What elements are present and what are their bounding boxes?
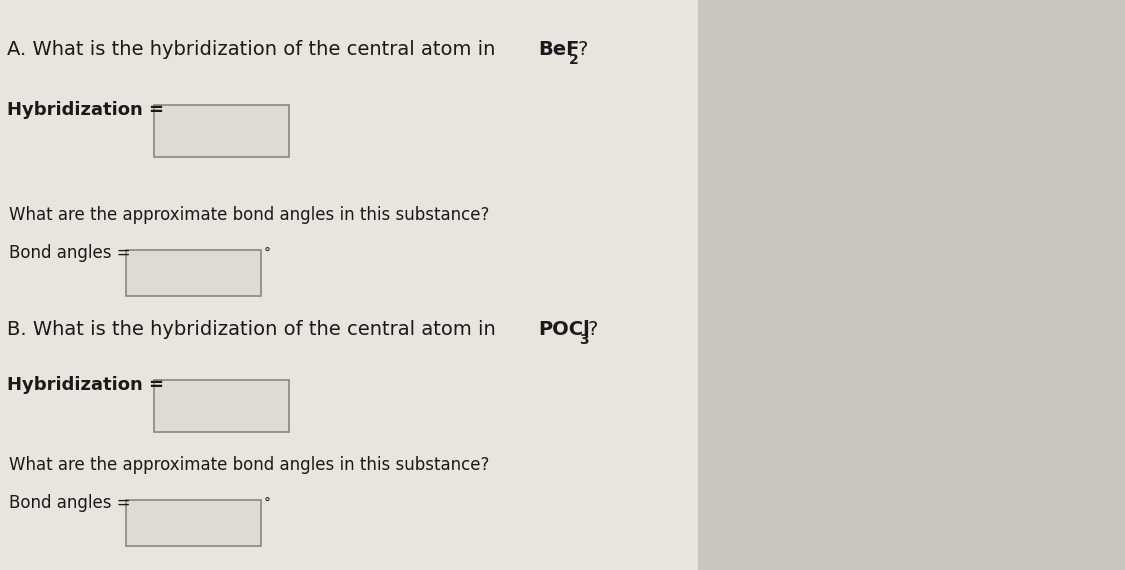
Text: BeF: BeF xyxy=(539,40,579,59)
Text: What are the approximate bond angles in this substance?: What are the approximate bond angles in … xyxy=(9,206,489,224)
Text: Bond angles =: Bond angles = xyxy=(9,244,130,262)
Text: ?: ? xyxy=(587,320,597,339)
Text: B. What is the hybridization of the central atom in: B. What is the hybridization of the cent… xyxy=(7,320,502,339)
Text: °: ° xyxy=(264,497,271,511)
Bar xyxy=(154,380,289,432)
Bar xyxy=(0,0,698,570)
Text: 3: 3 xyxy=(579,333,590,347)
Text: A. What is the hybridization of the central atom in: A. What is the hybridization of the cent… xyxy=(7,40,502,59)
Text: Bond angles =: Bond angles = xyxy=(9,494,130,512)
Bar xyxy=(154,105,289,157)
Text: POCl: POCl xyxy=(539,320,591,339)
Text: Hybridization =: Hybridization = xyxy=(7,101,164,119)
Text: 2: 2 xyxy=(569,53,579,67)
Text: Hybridization =: Hybridization = xyxy=(7,376,164,394)
Text: ?: ? xyxy=(577,40,587,59)
Bar xyxy=(126,500,261,546)
Text: What are the approximate bond angles in this substance?: What are the approximate bond angles in … xyxy=(9,456,489,474)
Text: °: ° xyxy=(264,247,271,261)
Bar xyxy=(126,250,261,296)
